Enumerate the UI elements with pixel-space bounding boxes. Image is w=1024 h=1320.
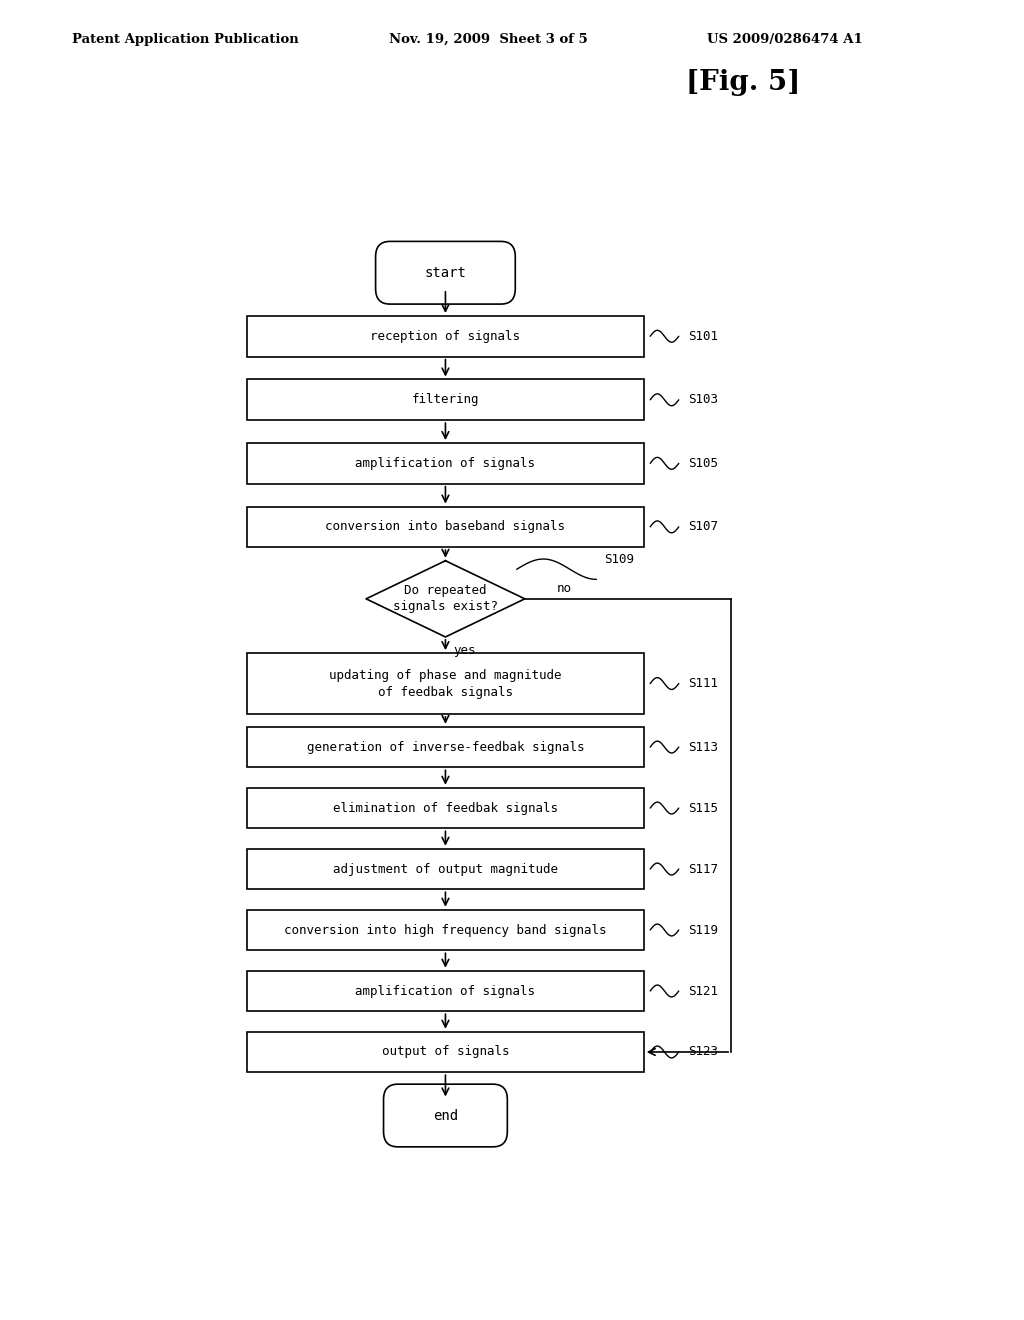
Text: filtering: filtering <box>412 393 479 407</box>
Text: S109: S109 <box>604 553 634 565</box>
Bar <box>247 653 644 714</box>
Text: start: start <box>425 265 466 280</box>
Bar <box>247 727 644 767</box>
Bar <box>247 970 644 1011</box>
Text: adjustment of output magnitude: adjustment of output magnitude <box>333 862 558 875</box>
Text: output of signals: output of signals <box>382 1045 509 1059</box>
Text: Patent Application Publication: Patent Application Publication <box>72 33 298 46</box>
Bar <box>247 1032 644 1072</box>
Text: Do repeated
signals exist?: Do repeated signals exist? <box>393 585 498 614</box>
Text: generation of inverse-feedbak signals: generation of inverse-feedbak signals <box>307 741 584 754</box>
Text: updating of phase and magnitude
of feedbak signals: updating of phase and magnitude of feedb… <box>329 668 562 698</box>
Text: S101: S101 <box>688 330 718 343</box>
Bar <box>247 849 644 890</box>
FancyBboxPatch shape <box>376 242 515 304</box>
Text: US 2009/0286474 A1: US 2009/0286474 A1 <box>707 33 862 46</box>
Text: yes: yes <box>454 644 476 657</box>
Text: amplification of signals: amplification of signals <box>355 457 536 470</box>
Text: S115: S115 <box>688 801 718 814</box>
Text: conversion into baseband signals: conversion into baseband signals <box>326 520 565 533</box>
Bar <box>247 379 644 420</box>
Text: S123: S123 <box>688 1045 718 1059</box>
Text: conversion into high frequency band signals: conversion into high frequency band sign… <box>285 924 606 936</box>
Text: S121: S121 <box>688 985 718 998</box>
Text: elimination of feedbak signals: elimination of feedbak signals <box>333 801 558 814</box>
Text: amplification of signals: amplification of signals <box>355 985 536 998</box>
Text: [Fig. 5]: [Fig. 5] <box>686 69 801 95</box>
Text: S113: S113 <box>688 741 718 754</box>
Bar <box>247 315 644 356</box>
Bar <box>247 909 644 950</box>
Text: S111: S111 <box>688 677 718 690</box>
Bar <box>247 507 644 548</box>
FancyBboxPatch shape <box>384 1084 507 1147</box>
Text: no: no <box>557 582 571 595</box>
Bar <box>247 444 644 483</box>
Text: S105: S105 <box>688 457 718 470</box>
Text: reception of signals: reception of signals <box>371 330 520 343</box>
Text: S107: S107 <box>688 520 718 533</box>
Text: S117: S117 <box>688 862 718 875</box>
Text: S103: S103 <box>688 393 718 407</box>
Text: S119: S119 <box>688 924 718 936</box>
Text: Nov. 19, 2009  Sheet 3 of 5: Nov. 19, 2009 Sheet 3 of 5 <box>389 33 588 46</box>
Text: end: end <box>433 1109 458 1122</box>
Bar <box>247 788 644 829</box>
